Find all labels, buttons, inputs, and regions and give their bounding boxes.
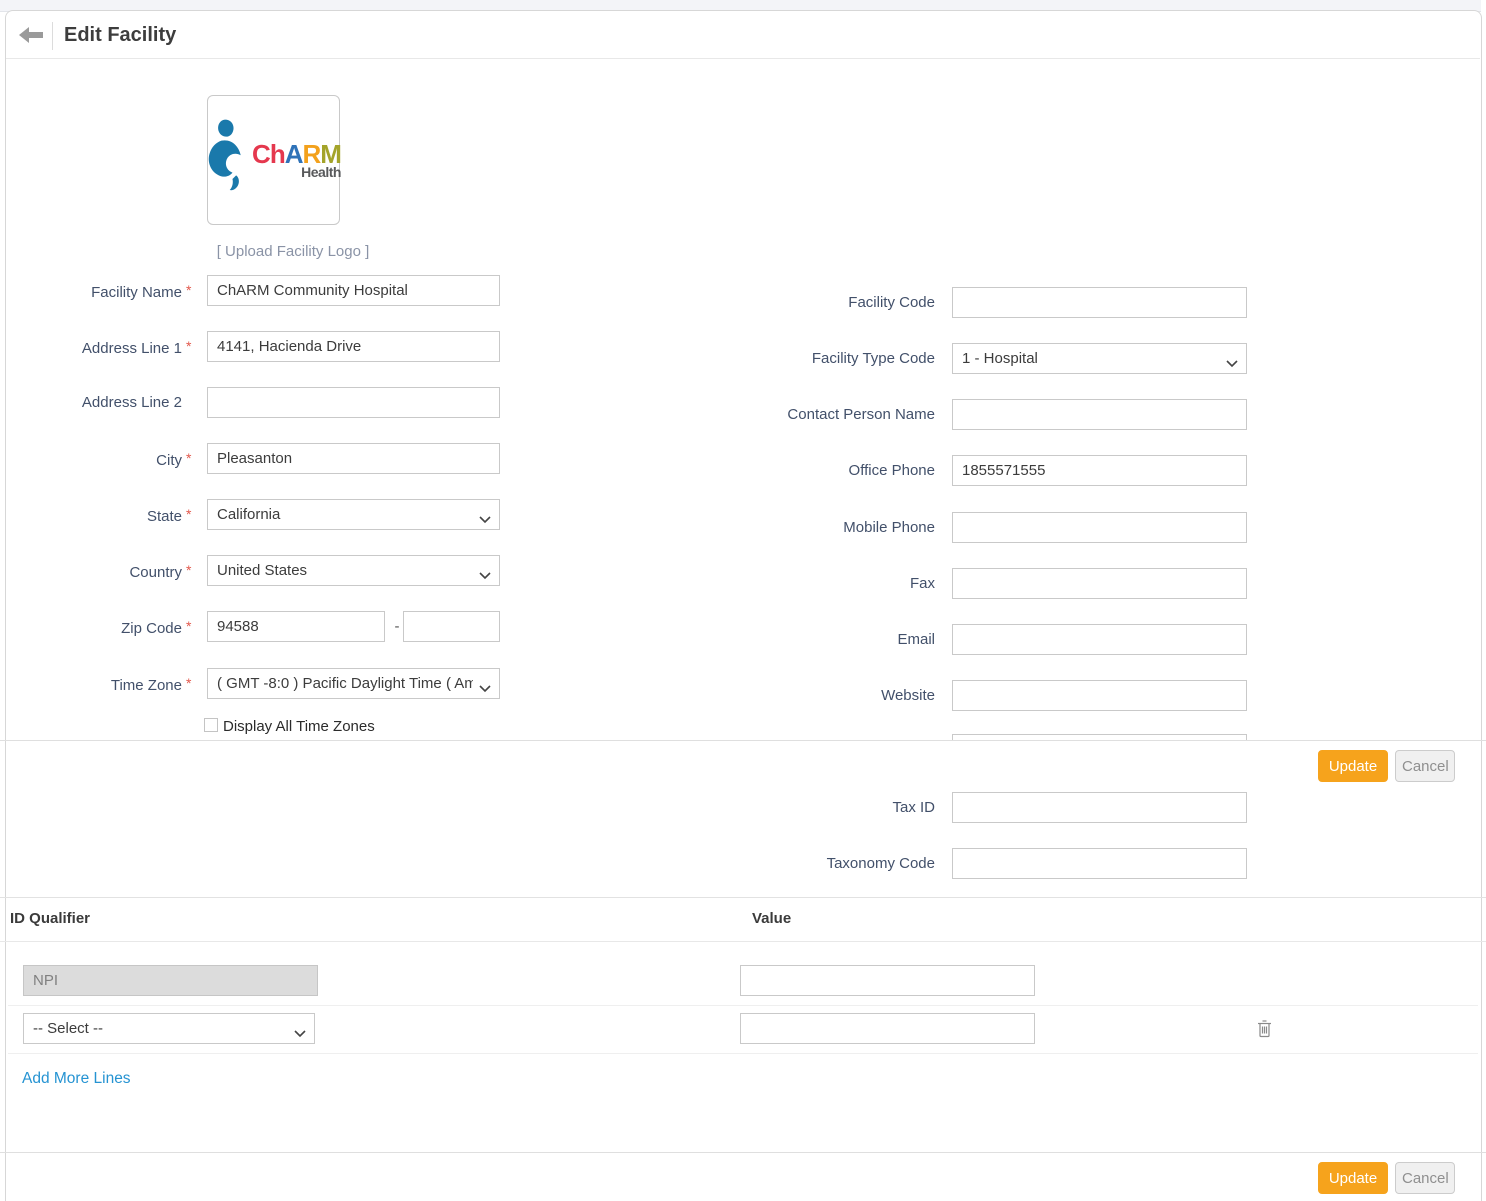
website-input[interactable] <box>952 680 1247 711</box>
taxonomy-code-input[interactable] <box>952 848 1247 879</box>
id-qualifier-npi-input <box>23 965 318 996</box>
add-more-lines-link[interactable]: Add More Lines <box>22 1070 131 1087</box>
office-phone-input[interactable] <box>952 455 1247 486</box>
value-column-header: Value <box>752 910 792 927</box>
email-input[interactable] <box>952 624 1247 655</box>
contact-person-name-input[interactable] <box>952 399 1247 430</box>
clipped-input <box>952 734 1247 740</box>
back-arrow-icon <box>18 26 44 47</box>
country-label: Country * <box>129 562 192 581</box>
footer-divider <box>0 1152 1486 1153</box>
update-button[interactable]: Update <box>1318 750 1388 782</box>
address-line-1-label: Address Line 1 * <box>81 338 192 357</box>
country-select-wrap: United States <box>207 555 500 586</box>
header-divider <box>52 22 53 50</box>
cancel-button[interactable]: Cancel <box>1395 750 1455 782</box>
zip-code-ext-input[interactable] <box>403 611 500 642</box>
back-button[interactable] <box>14 24 48 48</box>
facility-type-code-select-wrap: 1 - Hospital <box>952 343 1247 374</box>
id-qualifier-select-wrap: -- Select -- <box>23 1013 315 1044</box>
state-select-wrap: California <box>207 499 500 530</box>
facility-logo: ChARM Health <box>206 95 342 225</box>
charm-health-wordmark: ChARM Health <box>252 139 342 180</box>
header-border <box>6 58 1480 59</box>
page-title: Edit Facility <box>64 24 177 46</box>
table-row-separator <box>8 1005 1478 1006</box>
facility-type-code-select[interactable]: 1 - Hospital <box>952 343 1247 374</box>
mobile-phone-input[interactable] <box>952 512 1247 543</box>
email-label: Email <box>897 631 935 648</box>
display-all-time-zones-checkbox[interactable] <box>204 718 218 732</box>
tax-id-input[interactable] <box>952 792 1247 823</box>
contact-person-name-label: Contact Person Name <box>787 406 935 423</box>
facility-name-label: Facility Name * <box>91 282 192 301</box>
trash-icon <box>1257 1020 1272 1041</box>
delete-row-button[interactable] <box>1257 1019 1272 1041</box>
address-line-1-input[interactable] <box>207 331 500 362</box>
city-input[interactable] <box>207 443 500 474</box>
time-zone-label: Time Zone * <box>110 675 192 694</box>
table-top-border <box>0 897 1486 898</box>
zip-code-input[interactable] <box>207 611 385 642</box>
address-line-2-label: Address Line 2 <box>81 394 182 411</box>
state-label: State * <box>146 506 192 525</box>
npi-value-input[interactable] <box>740 965 1035 996</box>
cancel-button-bottom[interactable]: Cancel <box>1395 1162 1455 1194</box>
state-select[interactable]: California <box>207 499 500 530</box>
fax-label: Fax <box>909 575 935 592</box>
time-zone-select[interactable]: ( GMT -8:0 ) Pacific Daylight Time ( Am <box>207 668 500 699</box>
facility-name-input[interactable] <box>207 275 500 306</box>
update-button-bottom[interactable]: Update <box>1318 1162 1388 1194</box>
table-row-separator <box>8 1053 1478 1054</box>
facility-type-code-label: Facility Type Code <box>811 350 935 367</box>
facility-code-label: Facility Code <box>848 294 935 311</box>
address-line-2-input[interactable] <box>207 387 500 418</box>
country-select[interactable]: United States <box>207 555 500 586</box>
qualifier-value-input[interactable] <box>740 1013 1035 1044</box>
mobile-phone-label: Mobile Phone <box>843 519 935 536</box>
id-qualifier-select[interactable]: -- Select -- <box>23 1013 315 1044</box>
section-divider <box>0 740 1486 741</box>
id-qualifier-column-header: ID Qualifier <box>10 910 91 927</box>
display-all-time-zones-label: Display All Time Zones <box>223 718 375 735</box>
fax-input[interactable] <box>952 568 1247 599</box>
facility-code-input[interactable] <box>952 287 1247 318</box>
zip-separator: - <box>394 618 400 635</box>
city-label: City * <box>156 450 192 469</box>
table-header-border <box>0 941 1486 942</box>
upload-facility-logo-link[interactable]: [ Upload Facility Logo ] <box>216 243 370 260</box>
website-label: Website <box>881 687 935 704</box>
taxonomy-code-label: Taxonomy Code <box>826 855 935 872</box>
time-zone-select-wrap: ( GMT -8:0 ) Pacific Daylight Time ( Am <box>207 668 500 699</box>
tax-id-label: Tax ID <box>892 799 935 816</box>
office-phone-label: Office Phone <box>848 462 935 479</box>
charm-figure-icon <box>206 116 248 205</box>
zip-code-label: Zip Code * <box>121 618 192 637</box>
